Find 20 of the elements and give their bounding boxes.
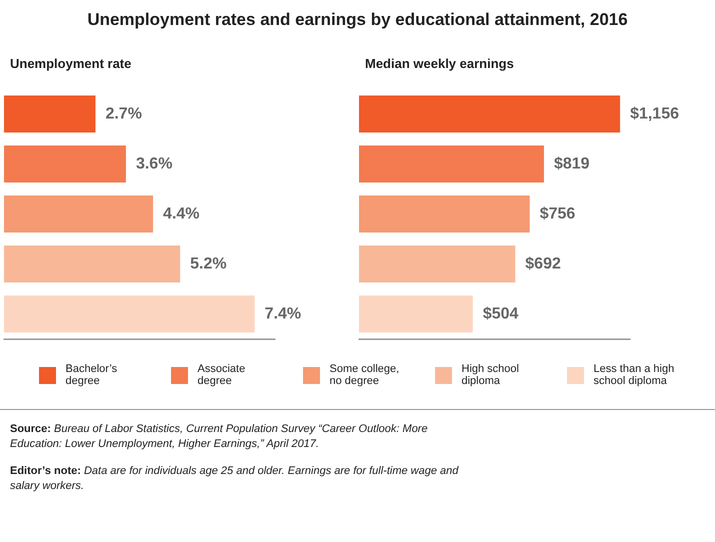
data-label: $819 — [554, 155, 590, 172]
text: Unemployment rates and earnings by educational attainment, 2016 — [86, 9, 629, 31]
source-note: Source: Bureau of Labor Statistics, Current Population Survey “Career Outlook: More Education: Lower Unemployment, Higher Earnings,” April 2017. — [10, 423, 428, 450]
legend-label: Bachelor’s degree — [66, 363, 118, 387]
data-label: $692 — [525, 255, 561, 272]
data-label: $1,156 — [630, 105, 680, 122]
legend-label: Less than a high school diploma — [594, 363, 676, 387]
data-label: 7.4% — [264, 305, 302, 322]
chart-subtitle: Unemployment rate — [9, 56, 132, 73]
legend-label: Associate degree — [198, 363, 246, 387]
data-label: 4.4% — [163, 205, 200, 222]
chart-subtitle: Median weekly earnings — [364, 56, 515, 73]
data-label: $756 — [540, 205, 576, 222]
data-label: $504 — [482, 305, 519, 322]
legend-label: High school diploma — [462, 363, 520, 387]
data-label: 5.2% — [190, 255, 227, 272]
text: Editor’s note: Data are for individuals age 25 and older. Earnings are for full-time wage and salary workers. — [10, 465, 458, 492]
data-label: 2.7% — [105, 105, 142, 122]
legend-label: Some college, no degree — [330, 363, 400, 387]
data-label: 3.6% — [136, 155, 172, 172]
